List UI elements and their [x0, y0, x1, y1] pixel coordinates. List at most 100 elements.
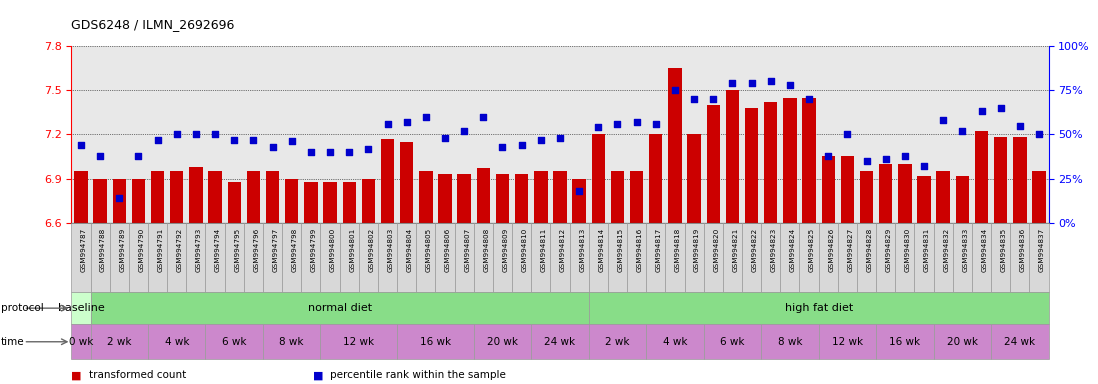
Text: GSM994830: GSM994830: [905, 228, 911, 273]
Bar: [915, 223, 933, 292]
Bar: [304, 182, 317, 223]
Point: [647, 121, 664, 127]
Text: GSM994805: GSM994805: [426, 228, 432, 273]
Bar: [531, 223, 550, 292]
Bar: [937, 171, 950, 223]
Bar: [397, 324, 473, 359]
Bar: [247, 171, 260, 223]
Bar: [266, 171, 279, 223]
Text: GSM994835: GSM994835: [1000, 228, 1007, 273]
Text: GSM994789: GSM994789: [120, 228, 125, 273]
Bar: [167, 223, 187, 292]
Text: GSM994801: GSM994801: [349, 228, 356, 273]
Point: [149, 137, 167, 143]
Text: GSM994827: GSM994827: [848, 228, 853, 273]
Bar: [110, 223, 128, 292]
Text: GSM994802: GSM994802: [368, 228, 374, 273]
Text: 16 wk: 16 wk: [419, 337, 451, 347]
Point: [494, 144, 512, 150]
Text: normal diet: normal diet: [307, 303, 372, 313]
Bar: [496, 174, 509, 223]
Point: [896, 152, 914, 159]
Text: GSM994804: GSM994804: [406, 228, 413, 273]
Bar: [225, 223, 244, 292]
Bar: [647, 324, 704, 359]
Bar: [991, 223, 1010, 292]
Text: time: time: [1, 337, 25, 347]
Bar: [187, 223, 205, 292]
Bar: [707, 105, 720, 223]
Text: GSM994787: GSM994787: [81, 228, 87, 273]
Point: [916, 163, 933, 169]
Bar: [876, 324, 933, 359]
Bar: [665, 223, 684, 292]
Bar: [589, 292, 1049, 324]
Bar: [244, 223, 264, 292]
Bar: [381, 139, 394, 223]
Bar: [819, 223, 838, 292]
Point: [474, 114, 492, 120]
Bar: [838, 223, 856, 292]
Point: [953, 128, 971, 134]
Point: [1030, 131, 1047, 137]
Point: [283, 138, 301, 144]
Bar: [1013, 137, 1027, 223]
Point: [877, 156, 895, 162]
Text: GSM994817: GSM994817: [656, 228, 662, 273]
Bar: [512, 223, 531, 292]
Bar: [359, 223, 378, 292]
Text: GSM994831: GSM994831: [925, 228, 930, 273]
Text: GDS6248 / ILMN_2692696: GDS6248 / ILMN_2692696: [71, 18, 235, 31]
Bar: [570, 223, 589, 292]
Text: 2 wk: 2 wk: [605, 337, 630, 347]
Point: [685, 96, 703, 102]
Bar: [282, 223, 301, 292]
Text: GSM994824: GSM994824: [789, 228, 796, 273]
Bar: [419, 171, 433, 223]
Bar: [205, 223, 225, 292]
Bar: [953, 223, 972, 292]
Text: GSM994814: GSM994814: [598, 228, 604, 273]
Text: GSM994813: GSM994813: [579, 228, 585, 273]
Point: [322, 149, 339, 155]
Point: [91, 152, 109, 159]
Text: GSM994821: GSM994821: [732, 228, 739, 273]
Text: 0 wk: 0 wk: [69, 337, 93, 347]
Bar: [991, 324, 1049, 359]
Text: 16 wk: 16 wk: [889, 337, 920, 347]
Bar: [227, 182, 240, 223]
Bar: [90, 324, 148, 359]
Bar: [113, 179, 126, 223]
Bar: [783, 98, 797, 223]
Bar: [687, 134, 701, 223]
Point: [628, 119, 646, 125]
Text: GSM994836: GSM994836: [1020, 228, 1026, 273]
Bar: [90, 223, 110, 292]
Text: GSM994825: GSM994825: [809, 228, 815, 273]
Bar: [799, 223, 819, 292]
Text: GSM994791: GSM994791: [158, 228, 164, 273]
Text: baseline: baseline: [57, 303, 104, 313]
Bar: [781, 223, 799, 292]
Text: 4 wk: 4 wk: [663, 337, 687, 347]
Text: GSM994832: GSM994832: [943, 228, 949, 273]
Bar: [209, 171, 222, 223]
Bar: [397, 223, 416, 292]
Point: [800, 96, 818, 102]
Point: [340, 149, 358, 155]
Bar: [189, 167, 203, 223]
Bar: [473, 324, 531, 359]
Bar: [132, 179, 145, 223]
Text: 12 wk: 12 wk: [832, 337, 863, 347]
Point: [397, 119, 415, 125]
Text: ■: ■: [313, 370, 324, 380]
Text: GSM994806: GSM994806: [445, 228, 451, 273]
Text: GSM994826: GSM994826: [828, 228, 834, 273]
Point: [302, 149, 320, 155]
Bar: [841, 157, 854, 223]
Bar: [742, 223, 761, 292]
Point: [187, 131, 204, 137]
Bar: [1010, 223, 1030, 292]
Bar: [553, 171, 567, 223]
Text: GSM994794: GSM994794: [215, 228, 221, 273]
